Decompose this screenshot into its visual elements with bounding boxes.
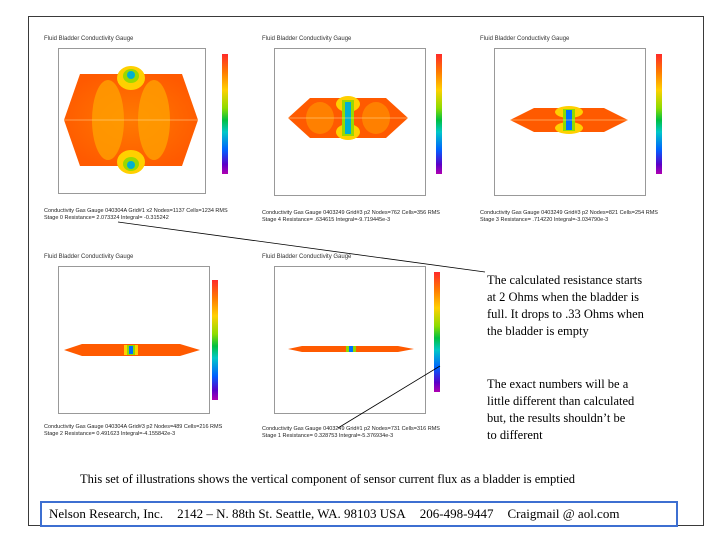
note-line: The calculated resistance starts <box>487 273 643 287</box>
phone: 206-498-9447 <box>419 506 494 521</box>
note-line: at 2 Ohms when the bladder is <box>487 290 640 304</box>
plot-area <box>274 266 426 414</box>
caption-line-1: Conductivity Gas Gauge 0403249 Grid#3 p2… <box>480 210 658 216</box>
note-line: but, the results shouldn’t be <box>487 411 626 425</box>
caption-line-2: Stage 1 Resistance= 0.328753 Integral=-5… <box>262 433 394 439</box>
color-scale-bar <box>434 272 440 392</box>
panel-title: Fluid Bladder Conductivity Gauge <box>480 36 570 42</box>
caption-line-1: Conductivity Gas Gauge 040304A Grid#3 p2… <box>44 424 223 430</box>
caption-line-2: Stage 4 Resistance= .634615 Integral=-9.… <box>262 217 391 223</box>
caption-line-2: Stage 2 Resistance= 0.491623 Integral=-4… <box>44 431 176 437</box>
company-name: Nelson Research, Inc. <box>49 506 164 521</box>
footer-contact-bar: Nelson Research, Inc. 2142 – N. 88th St.… <box>40 501 678 527</box>
panel-caption: Conductivity Gas Gauge 040304A Grid#3 p2… <box>44 424 222 438</box>
accuracy-note: The exact numbers will be a little diffe… <box>487 376 634 444</box>
simulation-panel-stage-4: Fluid Bladder Conductivity Gauge Conduct… <box>258 36 462 226</box>
address: 2142 – N. 88th St. Seattle, WA. 98103 US… <box>177 506 406 521</box>
note-line: little different than calculated <box>487 394 635 408</box>
caption-line-2: Stage 0 Resistance= 2.073324 Integral= -… <box>44 215 169 221</box>
panel-caption: Conductivity Gas Gauge 0403249 Grid#1 p2… <box>262 426 440 440</box>
note-line: to different <box>487 428 543 442</box>
caption-line-1: Conductivity Gas Gauge 040304A Grid#1 x2… <box>44 208 228 214</box>
color-scale-bar <box>212 280 218 400</box>
simulation-panel-stage-3: Fluid Bladder Conductivity Gauge Conduct… <box>476 36 686 226</box>
slide-caption: This set of illustrations shows the vert… <box>80 472 576 486</box>
plot-area <box>58 266 210 414</box>
field-plot <box>288 346 414 352</box>
field-plot <box>64 66 198 174</box>
color-scale-bar <box>436 54 442 174</box>
color-scale-bar <box>222 54 228 174</box>
panel-title: Fluid Bladder Conductivity Gauge <box>44 36 134 42</box>
note-line: the bladder is empty <box>487 324 589 338</box>
simulation-panel-stage-2: Fluid Bladder Conductivity Gauge Conduct… <box>40 254 240 444</box>
panel-caption: Conductivity Gas Gauge 0403249 Grid#3 p2… <box>480 210 658 224</box>
simulation-panel-stage-1: Fluid Bladder Conductivity Gauge Conduct… <box>258 254 458 444</box>
panel-title: Fluid Bladder Conductivity Gauge <box>262 36 352 42</box>
note-line: The exact numbers will be a <box>487 377 629 391</box>
email: Craigmail @ aol.com <box>507 506 620 521</box>
field-plot <box>288 96 408 140</box>
resistance-note: The calculated resistance starts at 2 Oh… <box>487 272 644 340</box>
field-plot <box>510 106 628 134</box>
panel-caption: Conductivity Gas Gauge 0403249 Grid#3 p2… <box>262 210 440 224</box>
panel-caption: Conductivity Gas Gauge 040304A Grid#1 x2… <box>44 208 228 222</box>
caption-line-1: Conductivity Gas Gauge 0403249 Grid#1 p2… <box>262 426 440 432</box>
caption-line-1: Conductivity Gas Gauge 0403249 Grid#3 p2… <box>262 210 440 216</box>
simulation-panel-stage-0: Fluid Bladder Conductivity Gauge Conduct… <box>40 36 240 226</box>
caption-line-2: Stage 3 Resistance= .714220 Integral=-3.… <box>480 217 609 223</box>
panel-title: Fluid Bladder Conductivity Gauge <box>262 254 352 260</box>
panel-title: Fluid Bladder Conductivity Gauge <box>44 254 134 260</box>
field-plot <box>64 344 200 356</box>
note-line: full. It drops to .33 Ohms when <box>487 307 644 321</box>
color-scale-bar <box>656 54 662 174</box>
